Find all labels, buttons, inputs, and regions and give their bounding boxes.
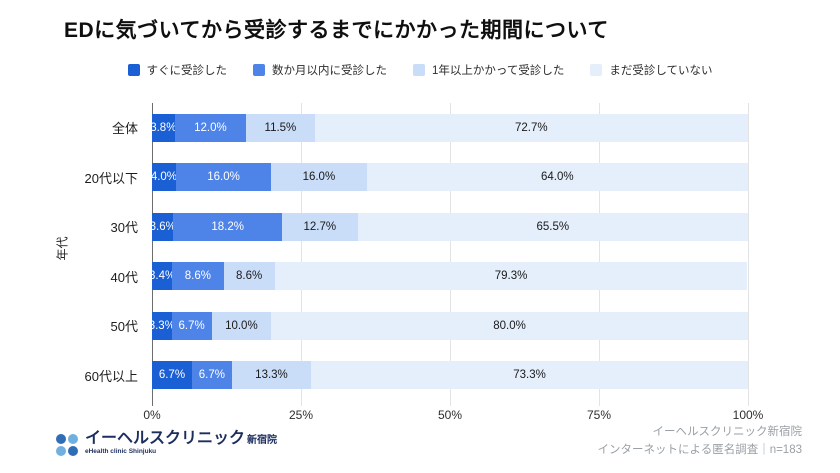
logo-dot-icon <box>56 446 66 456</box>
y-axis-line <box>152 103 153 406</box>
source-line2: インターネットによる匿名調査｜n=183 <box>597 443 802 456</box>
bar-segment: 4.0% <box>151 163 177 192</box>
legend-label: まだ受診していない <box>609 65 713 77</box>
logo-branch: 新宿院 <box>247 435 278 446</box>
legend-swatch-icon <box>253 64 265 76</box>
category-label: 30代 <box>0 202 144 252</box>
gridline <box>748 103 749 406</box>
legend-label: 数か月以内に受診した <box>272 65 387 77</box>
x-tick-label: 0% <box>143 408 161 422</box>
bar-row: 3.4% 8.6% 8.6% 79.3% <box>149 252 748 302</box>
gridline <box>450 103 451 406</box>
stacked-bar: 6.7% 6.7% 13.3% 73.3% <box>152 361 748 390</box>
legend-swatch-icon <box>127 64 140 76</box>
stacked-bar: 3.8% 12.0% 11.5% 72.7% <box>150 113 748 142</box>
bar-segment: 3.3% <box>149 311 175 340</box>
bar-segment: 6.7% <box>191 361 232 390</box>
stacked-bar: 3.4% 8.6% 8.6% 79.3% <box>149 262 748 291</box>
bar-segment: 12.7% <box>281 212 358 241</box>
bar-segment: 10.0% <box>211 311 272 340</box>
bar-row: 3.3% 6.7% 10.0% 80.0% <box>149 301 748 351</box>
page-title: EDに気づいてから受診するまでにかかった期間について <box>64 19 609 42</box>
gridline <box>301 103 302 406</box>
category-label-text: 20代以下 <box>84 170 138 186</box>
category-axis: 全体 20代以下 30代 40代 50代 60代以上 <box>0 103 144 400</box>
category-label: 20代以下 <box>0 153 144 203</box>
category-label-text: 40代 <box>110 269 138 285</box>
legend-swatch-icon <box>590 64 603 76</box>
legend-item: すぐに受診した <box>127 62 228 78</box>
bar-segment: 3.6% <box>150 212 176 241</box>
bar-segment: 64.0% <box>366 163 748 192</box>
legend-label: 1年以上かかって受診した <box>432 65 565 77</box>
category-label-text: 30代 <box>110 220 138 236</box>
x-tick-label: 100% <box>732 408 764 422</box>
gridline <box>599 103 600 406</box>
stacked-bar: 3.6% 18.2% 12.7% 65.5% <box>150 212 748 241</box>
category-label-text: 全体 <box>111 121 138 137</box>
bar-segment: 16.0% <box>271 163 367 192</box>
category-label-text: 60代以上 <box>84 368 138 384</box>
logo-text: イーヘルスクリニック 新宿院 eHealth clinic Shinjuku <box>85 431 277 456</box>
bar-segment: 11.5% <box>246 113 315 142</box>
bar-segment: 8.6% <box>223 262 275 291</box>
bar-segment: 18.2% <box>173 212 282 241</box>
x-tick-label: 75% <box>586 408 612 422</box>
bar-segment: 65.5% <box>357 212 748 241</box>
bar-segment: 6.7% <box>171 311 212 340</box>
bar-segment: 73.3% <box>311 361 748 390</box>
category-label: 40代 <box>0 252 144 302</box>
logo-name: イーヘルスクリニック <box>85 430 246 447</box>
logo-dots-icon <box>56 434 78 456</box>
bar-row: 3.6% 18.2% 12.7% 65.5% <box>150 202 748 252</box>
x-tick-label: 25% <box>288 408 314 422</box>
clinic-logo: イーヘルスクリニック 新宿院 eHealth clinic Shinjuku <box>56 431 277 456</box>
category-label: 50代 <box>0 301 144 351</box>
legend-label: すぐに受診した <box>146 65 228 77</box>
bar-segment: 12.0% <box>174 113 247 142</box>
logo-dot-icon <box>68 446 78 456</box>
bar-row: 4.0% 16.0% 16.0% 64.0% <box>151 153 748 203</box>
stacked-bar: 3.3% 6.7% 10.0% 80.0% <box>149 311 748 340</box>
bar-row: 3.8% 12.0% 11.5% 72.7% <box>150 103 748 153</box>
bar-row: 6.7% 6.7% 13.3% 73.3% <box>152 351 748 401</box>
source-note: イーヘルスクリニック新宿院 インターネットによる匿名調査｜n=183 <box>598 424 802 460</box>
stacked-bar: 4.0% 16.0% 16.0% 64.0% <box>151 163 748 192</box>
bar-segment: 79.3% <box>274 262 748 291</box>
bar-segment: 6.7% <box>152 361 192 390</box>
logo-dot-icon <box>56 434 66 444</box>
bar-segment: 16.0% <box>175 163 272 192</box>
chart-legend: すぐに受診した 数か月以内に受診した 1年以上かかって受診した まだ受診していない <box>0 62 840 78</box>
bar-segment: 80.0% <box>271 311 748 340</box>
category-label-text: 50代 <box>110 319 138 335</box>
logo-dot-icon <box>68 434 78 444</box>
legend-item: まだ受診していない <box>590 62 712 78</box>
legend-item: 数か月以内に受診した <box>253 62 387 78</box>
x-tick-label: 50% <box>437 408 463 422</box>
bar-segment: 13.3% <box>231 361 312 390</box>
bar-segment: 72.7% <box>314 113 748 142</box>
legend-swatch-icon <box>413 64 425 76</box>
bar-segment: 3.8% <box>150 113 176 142</box>
bar-segment: 8.6% <box>172 262 224 291</box>
x-axis: 0% 25% 50% 75% 100% <box>143 408 763 424</box>
plot-area: 3.8% 12.0% 11.5% 72.7% 4.0% 16.0% 16.0% 64.0% 3.… <box>149 103 749 406</box>
category-label: 全体 <box>0 103 144 153</box>
legend-item: 1年以上かかって受診した <box>413 62 564 78</box>
bar-segment: 3.4% <box>149 262 175 291</box>
source-line1: イーヘルスクリニック新宿院 <box>652 426 803 438</box>
category-label: 60代以上 <box>0 351 144 401</box>
logo-subtitle: eHealth clinic Shinjuku <box>85 448 157 455</box>
